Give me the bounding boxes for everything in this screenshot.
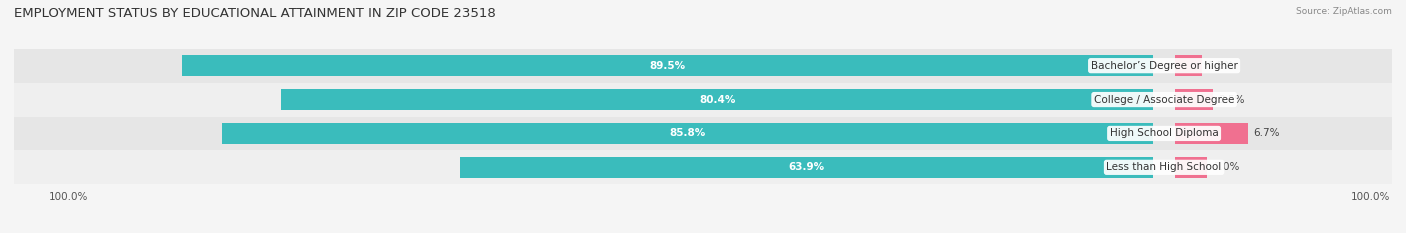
Bar xyxy=(1175,157,1208,178)
Text: College / Associate Degree: College / Associate Degree xyxy=(1094,95,1234,105)
Text: 2.5%: 2.5% xyxy=(1208,61,1234,71)
Text: 6.7%: 6.7% xyxy=(1253,128,1279,138)
Bar xyxy=(1175,123,1247,144)
Bar xyxy=(14,83,1392,116)
Text: High School Diploma: High School Diploma xyxy=(1109,128,1219,138)
Text: EMPLOYMENT STATUS BY EDUCATIONAL ATTAINMENT IN ZIP CODE 23518: EMPLOYMENT STATUS BY EDUCATIONAL ATTAINM… xyxy=(14,7,496,20)
Bar xyxy=(1175,55,1202,76)
Text: 80.4%: 80.4% xyxy=(699,95,735,105)
Text: 89.5%: 89.5% xyxy=(650,61,686,71)
Bar xyxy=(281,89,1153,110)
Text: 63.9%: 63.9% xyxy=(789,162,825,172)
Text: Source: ZipAtlas.com: Source: ZipAtlas.com xyxy=(1296,7,1392,16)
Bar xyxy=(1175,89,1213,110)
Text: 3.0%: 3.0% xyxy=(1213,162,1239,172)
Bar xyxy=(222,123,1153,144)
Bar xyxy=(183,55,1153,76)
Text: Less than High School: Less than High School xyxy=(1107,162,1222,172)
Text: 100.0%: 100.0% xyxy=(1351,192,1391,202)
Text: Bachelor’s Degree or higher: Bachelor’s Degree or higher xyxy=(1091,61,1237,71)
Bar xyxy=(14,116,1392,150)
Bar xyxy=(460,157,1153,178)
Text: 3.5%: 3.5% xyxy=(1219,95,1244,105)
Text: 100.0%: 100.0% xyxy=(49,192,89,202)
Bar xyxy=(14,49,1392,83)
Bar xyxy=(14,150,1392,184)
Text: 85.8%: 85.8% xyxy=(669,128,706,138)
